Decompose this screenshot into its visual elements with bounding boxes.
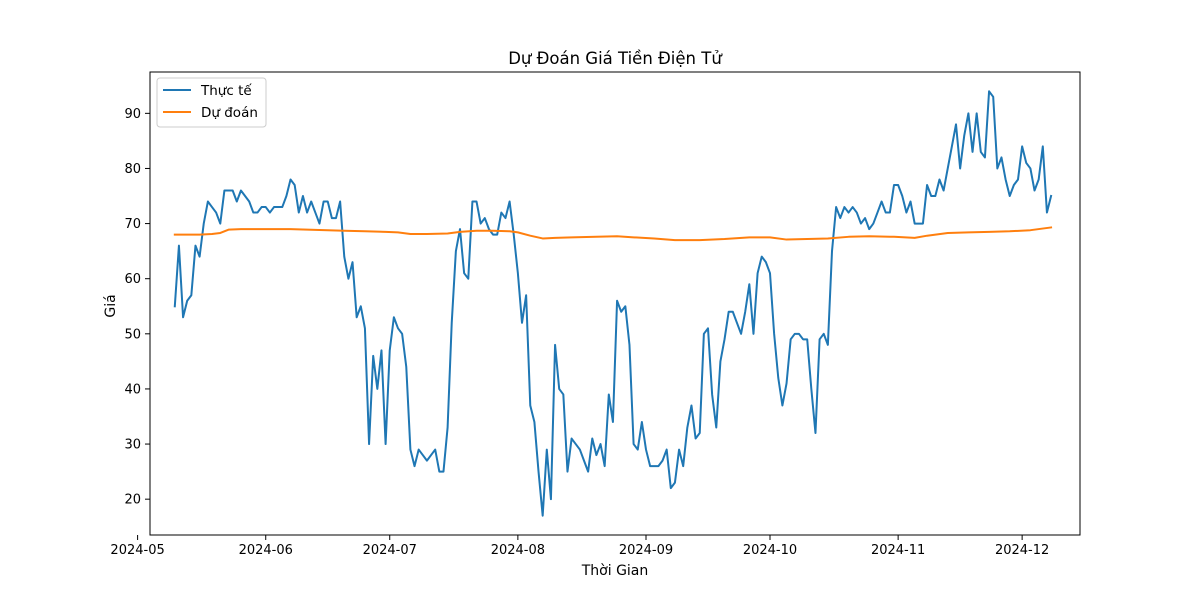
plot-area [173, 90, 1053, 517]
y-tick-label: 90 [124, 107, 141, 122]
y-tick-label: 50 [124, 327, 141, 342]
x-tick-label: 2024-08 [491, 543, 545, 558]
x-tick-label: 2024-11 [871, 543, 925, 558]
x-tick-label: 2024-12 [995, 543, 1049, 558]
y-tick-label: 30 [124, 438, 141, 453]
x-tick-label: 2024-05 [110, 543, 164, 558]
x-tick-label: 2024-10 [743, 543, 797, 558]
legend: Thực tế Dự đoán [156, 77, 267, 128]
y-axis-label: Giá [103, 294, 119, 317]
legend-label-predicted: Dự đoán [201, 105, 258, 121]
x-tick-label: 2024-06 [239, 543, 293, 558]
x-tick-label: 2024-09 [619, 543, 673, 558]
y-tick-label: 40 [124, 382, 141, 397]
x-tick-label: 2024-07 [363, 543, 417, 558]
y-tick-label: 20 [124, 493, 141, 508]
chart-title: Dự Đoán Giá Tiền Điện Tử [508, 49, 723, 68]
legend-label-actual: Thực tế [200, 82, 252, 99]
axes: 2024-05 2024-06 2024-07 2024-08 2024-09 2024-… [110, 71, 1081, 558]
x-axis-label: Thời Gian [581, 563, 649, 579]
series-line-actual [173, 90, 1053, 517]
y-tick-label: 70 [124, 217, 141, 232]
axes-frame [149, 71, 1081, 536]
series-line-predicted [173, 226, 1053, 242]
y-tick-label: 60 [124, 272, 141, 287]
y-tick-label: 80 [124, 162, 141, 177]
